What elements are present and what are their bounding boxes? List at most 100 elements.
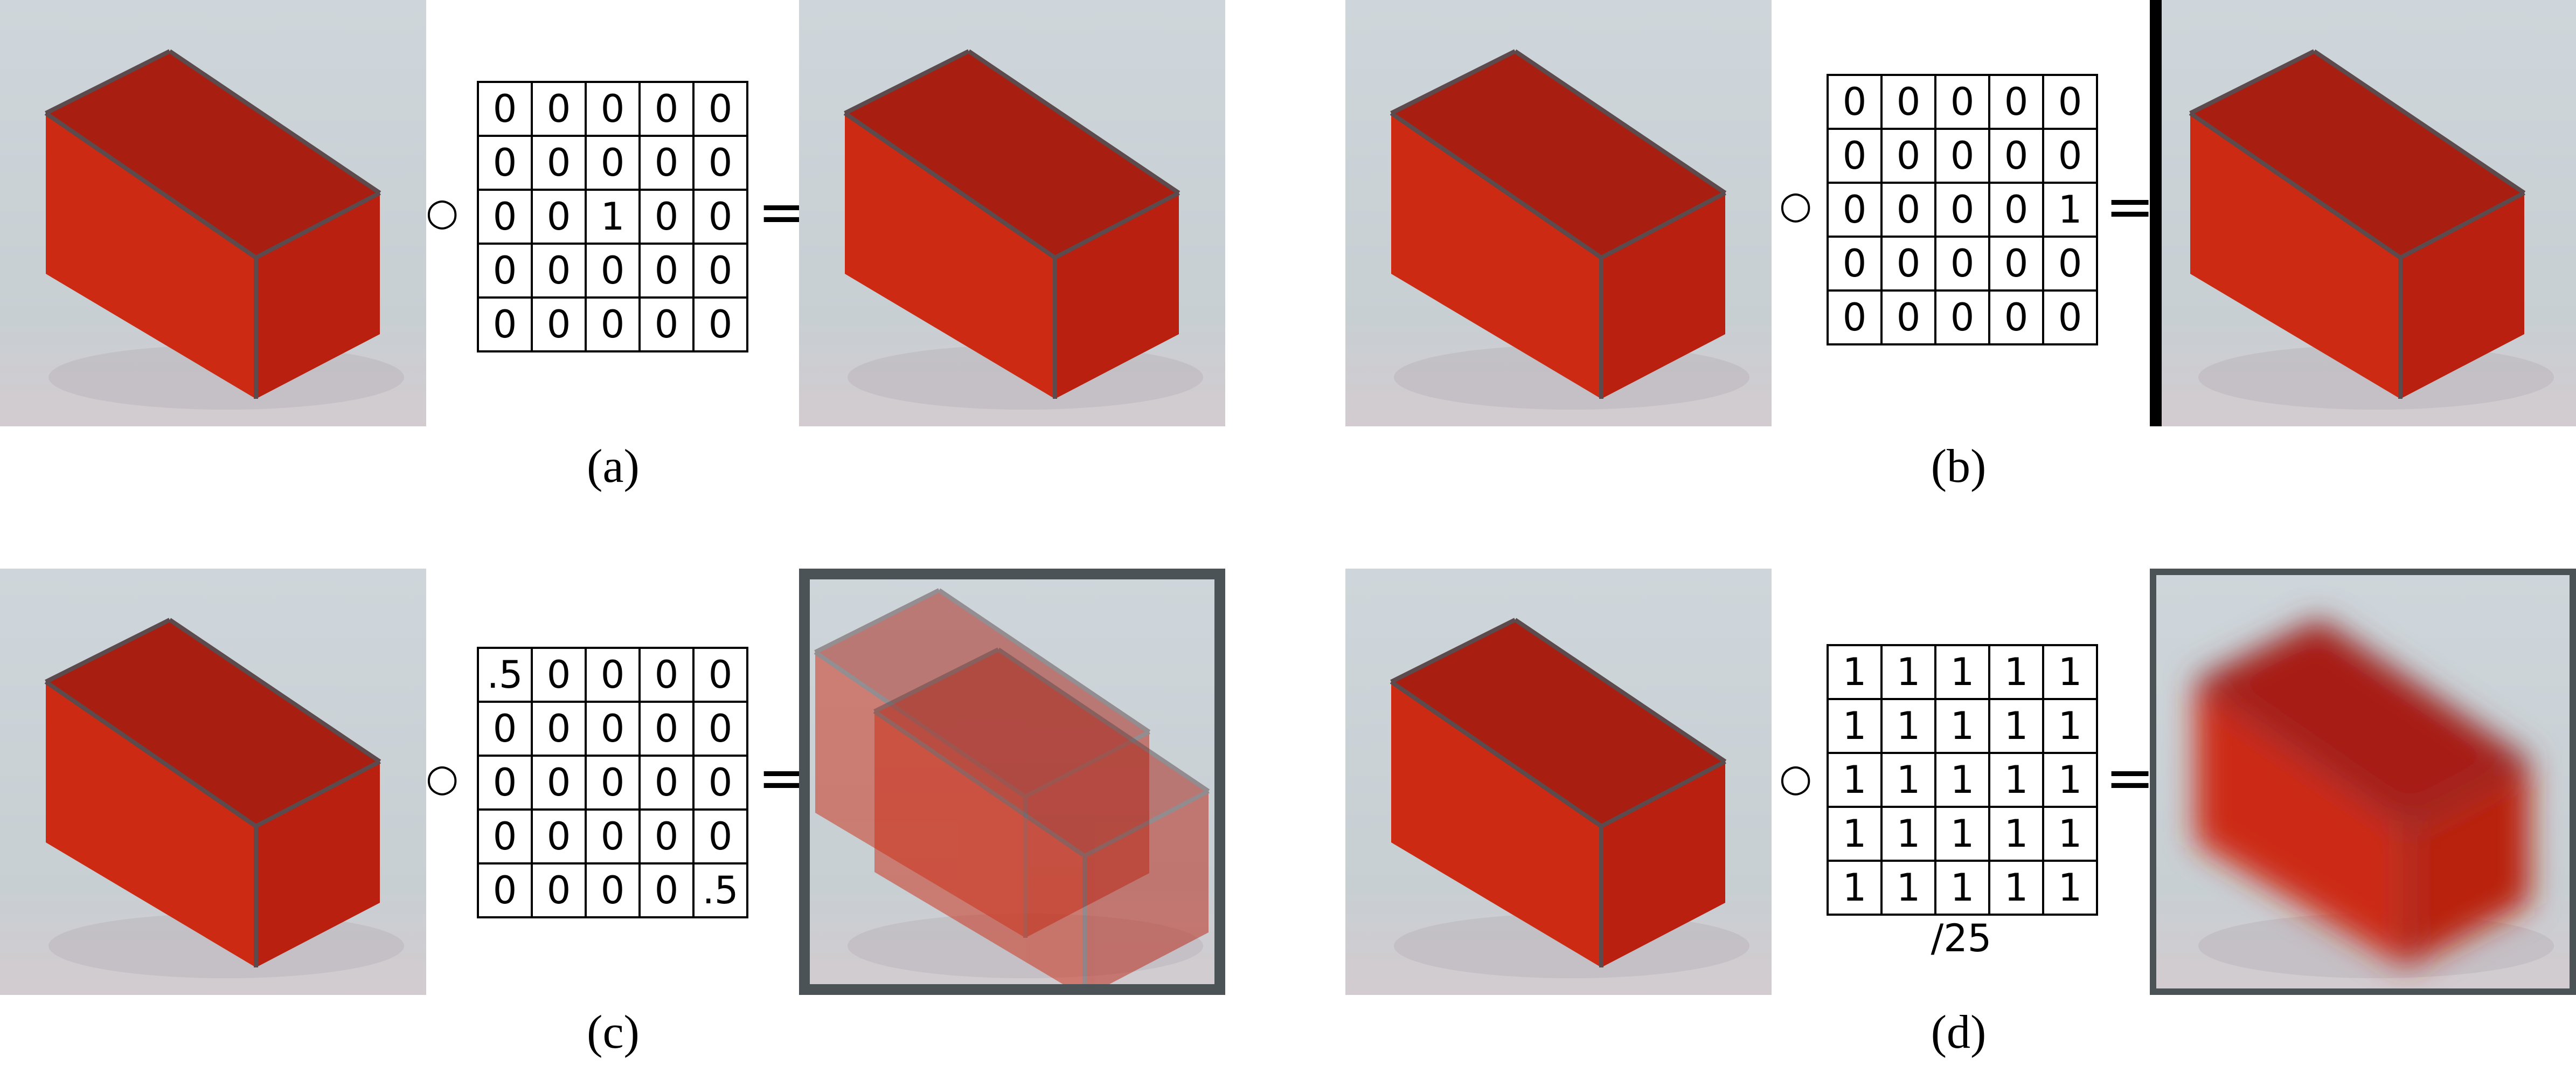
kernel-cell: 0	[477, 189, 533, 245]
kernel-cell: 1	[1988, 860, 2044, 916]
kernel-cell: 0	[1880, 236, 1936, 292]
kernel-cell: 0	[1934, 289, 1990, 345]
kernel-cell: 0	[477, 81, 533, 137]
kernel-cell: 0	[531, 296, 587, 352]
kernel-cell: 0	[531, 243, 587, 299]
panel-c: ○ .5 0 0 0 0 0 0 0 0 0 0 0 0 0 0 0 0 0 0 0 0 0 0 0.5 = (c)	[0, 569, 1239, 1072]
kernel-cell: 1	[1880, 860, 1936, 916]
kernel-cell: 0	[1880, 289, 1936, 345]
kernel-cell: 0	[1827, 236, 1883, 292]
kernel-cell: 0	[477, 135, 533, 191]
kernel-cell: 0	[531, 647, 587, 703]
kernel-cell: 0	[585, 701, 641, 757]
kernel-cell: 1	[1827, 752, 1883, 808]
kernel-cell: .5	[692, 862, 748, 918]
kernel-cell: 0	[638, 81, 695, 137]
kernel-cell: 0	[477, 862, 533, 918]
kernel-cell: 1	[1880, 644, 1936, 700]
equals-sign: =	[2105, 743, 2155, 812]
kernel-cell: 0	[531, 755, 587, 811]
kernel-cell: 0	[477, 701, 533, 757]
kernel-cell: 0	[638, 243, 695, 299]
convolution-operator: ○	[1779, 183, 1813, 227]
input-image	[0, 0, 426, 426]
kernel-cell: 0	[692, 189, 748, 245]
equals-sign: =	[758, 177, 808, 246]
kernel-row: .5 0 0 0 0	[477, 647, 748, 703]
kernel-cell: 0	[1880, 182, 1936, 238]
kernel-cell: 1	[1988, 644, 2044, 700]
kernel-cell: 1	[2042, 698, 2098, 754]
kernel-cell: 1	[2042, 806, 2098, 862]
convolution-operator: ○	[426, 190, 459, 234]
kernel-divisor: /25	[1931, 916, 1992, 960]
kernel-cell: 1	[2042, 182, 2098, 238]
kernel-cell: 1	[2042, 644, 2098, 700]
output-image	[799, 569, 1225, 995]
kernel-cell: 0	[585, 243, 641, 299]
kernel-cell: 1	[1827, 860, 1883, 916]
kernel-cell: 0	[638, 296, 695, 352]
kernel-cell: 0	[1988, 289, 2044, 345]
kernel-cell: 1	[1934, 752, 1990, 808]
panel-caption: (b)	[1931, 440, 1987, 493]
kernel-cell: .5	[477, 647, 533, 703]
panel-caption: (c)	[587, 1006, 640, 1059]
kernel-cell: 0	[692, 701, 748, 757]
kernel-cell: 0	[585, 647, 641, 703]
kernel-cell: 0	[531, 81, 587, 137]
kernel-cell: 1	[1827, 806, 1883, 862]
kernel-cell: 0	[585, 296, 641, 352]
kernel-cell: 0	[531, 808, 587, 864]
kernel-cell: 0	[692, 647, 748, 703]
kernel-cell: 1	[2042, 752, 2098, 808]
kernel-cell: 1	[1934, 806, 1990, 862]
kernel-cell: 0	[1880, 74, 1936, 130]
kernel-cell: 0	[1827, 182, 1883, 238]
kernel-cell: 0	[1827, 128, 1883, 184]
kernel-cell: 0	[1934, 74, 1990, 130]
input-image	[0, 569, 426, 995]
kernel-cell: 0	[638, 647, 695, 703]
kernel-cell: 1	[1827, 698, 1883, 754]
equals-sign: =	[758, 743, 808, 812]
kernel-cell: 0	[638, 135, 695, 191]
kernel-cell: 0	[477, 296, 533, 352]
kernel-cell: 0	[585, 135, 641, 191]
output-image	[799, 0, 1225, 426]
kernel-cell: 0	[1988, 236, 2044, 292]
kernel-cell: 0	[1988, 182, 2044, 238]
kernel-cell: 0	[1934, 236, 1990, 292]
input-image	[1345, 0, 1772, 426]
kernel-cell: 0	[692, 808, 748, 864]
kernel-cell: 1	[1988, 752, 2044, 808]
kernel-cell: 0	[2042, 128, 2098, 184]
equals-sign: =	[2105, 172, 2155, 241]
kernel-cell: 0	[2042, 289, 2098, 345]
kernel-cell: 0	[638, 755, 695, 811]
kernel-cell: 0	[692, 755, 748, 811]
kernel-cell: 0	[477, 243, 533, 299]
input-image	[1345, 569, 1772, 995]
kernel-cell: 0	[477, 755, 533, 811]
kernel-cell: 0	[638, 189, 695, 245]
kernel-cell: 0	[585, 755, 641, 811]
kernel-cell: 1	[1934, 644, 1990, 700]
kernel-cell: 1	[1880, 698, 1936, 754]
kernel-cell: 0	[1880, 128, 1936, 184]
kernel-cell: 0	[2042, 236, 2098, 292]
kernel-cell: 0	[1827, 289, 1883, 345]
